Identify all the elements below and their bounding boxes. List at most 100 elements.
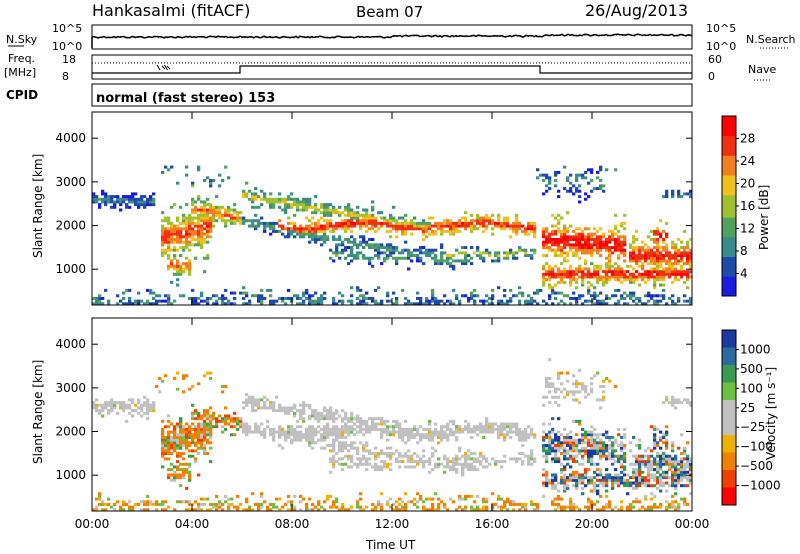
heatmap-cell [323,232,327,236]
heatmap-cell [281,200,285,204]
heatmap-cell [668,505,672,509]
heatmap-cell [677,462,681,466]
heatmap-cell [566,393,570,397]
heatmap-cell [542,449,546,453]
heatmap-cell [578,243,582,247]
heatmap-cell [656,240,660,244]
heatmap-cell [308,406,312,410]
heatmap-cell [188,219,192,223]
heatmap-cell [197,435,201,439]
heatmap-cell [296,294,300,298]
heatmap-cell [389,430,393,434]
heatmap-cell [380,243,384,247]
heatmap-cell [671,243,675,247]
heatmap-cell [572,438,576,442]
heatmap-cell [275,395,279,399]
heatmap-cell [386,500,390,504]
heatmap-cell [167,168,171,172]
heatmap-cell [221,302,225,306]
heatmap-cell [434,427,438,431]
heatmap-cell [611,457,615,461]
heatmap-cell [167,435,171,439]
heatmap-cell [635,296,639,300]
heatmap-cell [464,452,468,456]
heatmap-cell [254,427,258,431]
heatmap-cell [665,508,669,512]
heatmap-cell [668,272,672,276]
heatmap-cell [473,430,477,434]
heatmap-cell [185,216,189,220]
heatmap-cell [200,435,204,439]
heatmap-cell [572,382,576,386]
heatmap-cell [557,438,561,442]
colorbar-segment [722,203,736,207]
heatmap-cell [569,283,573,287]
heatmap-cell [641,460,645,464]
heatmap-cell [599,227,603,231]
heatmap-cell [674,254,678,258]
heatmap-cell [686,398,690,402]
heatmap-cell [407,221,411,225]
heatmap-cell [551,446,555,450]
heatmap-cell [155,299,159,303]
heatmap-cell [581,272,585,276]
heatmap-cell [572,473,576,477]
heatmap-cell [248,505,252,509]
heatmap-cell [371,452,375,456]
heatmap-cell [257,430,261,434]
heatmap-cell [656,468,660,472]
heatmap-cell [608,452,612,456]
heatmap-cell [152,406,156,410]
heatmap-cell [599,291,603,295]
heatmap-cell [161,299,165,303]
heatmap-cell [413,302,417,306]
heatmap-cell [269,433,273,437]
heatmap-cell [671,481,675,485]
heatmap-cell [635,229,639,233]
heatmap-cell [476,425,480,429]
heatmap-cell [542,430,546,434]
heatmap-cell [179,235,183,239]
heatmap-cell [623,443,627,447]
heatmap-cell [578,246,582,250]
heatmap-cell [194,296,198,300]
heatmap-cell [521,452,525,456]
heatmap-cell [350,208,354,212]
heatmap-cell [464,508,468,512]
heatmap-cell [566,462,570,466]
heatmap-cell [395,296,399,300]
heatmap-cell [602,443,606,447]
heatmap-cell [107,200,111,204]
heatmap-cell [218,502,222,506]
nsearch-tick-bottom: 10^0 [706,40,736,53]
heatmap-cell [557,227,561,231]
heatmap-cell [146,401,150,405]
heatmap-cell [569,438,573,442]
heatmap-cell [392,219,396,223]
heatmap-cell [161,237,165,241]
heatmap-cell [380,224,384,228]
heatmap-cell [251,221,255,225]
heatmap-cell [614,302,618,306]
heatmap-cell [620,246,624,250]
heatmap-cell [575,173,579,177]
heatmap-cell [185,240,189,244]
heatmap-cell [161,251,165,255]
heatmap-cell [185,443,189,447]
heatmap-cell [689,189,693,193]
heatmap-cell [161,508,165,512]
heatmap-cell [251,195,255,199]
heatmap-cell [653,286,657,290]
heatmap-cell [674,302,678,306]
colorbar-segment [722,158,736,162]
heatmap-cell [482,465,486,469]
heatmap-cell [263,427,267,431]
heatmap-cell [560,508,564,512]
heatmap-cell [449,224,453,228]
heatmap-cell [455,438,459,442]
heatmap-cell [338,443,342,447]
heatmap-cell [593,446,597,450]
heatmap-cell [152,409,156,413]
heatmap-cell [443,229,447,233]
heatmap-cell [317,508,321,512]
